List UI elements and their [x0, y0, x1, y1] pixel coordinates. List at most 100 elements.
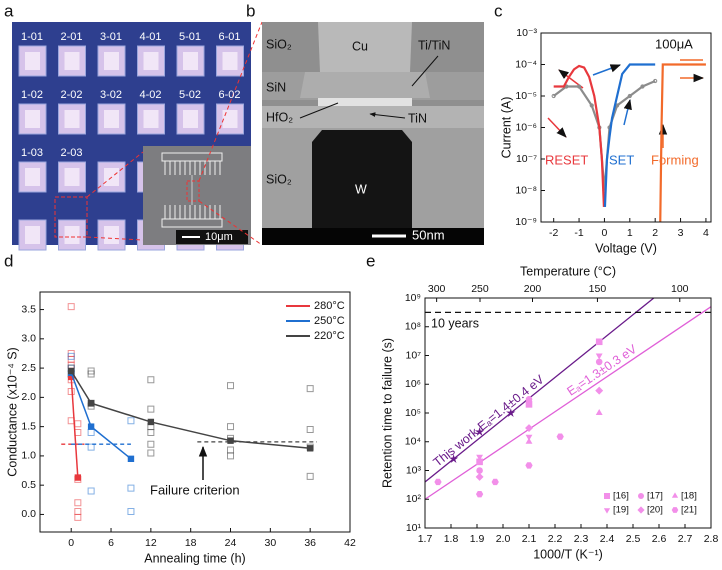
panel-label: b	[246, 1, 255, 20]
pad-center	[25, 52, 40, 70]
series-line	[553, 79, 656, 191]
x-tick-label: 2.2	[548, 533, 563, 545]
zoom-box	[186, 180, 200, 202]
inset	[143, 146, 251, 245]
data-point	[67, 367, 75, 375]
x-tick-label: 2	[652, 227, 658, 239]
data-point	[476, 454, 484, 461]
legend-label: 280°C	[314, 300, 345, 312]
tem-label: SiO₂	[266, 37, 292, 51]
data-point	[595, 386, 604, 395]
y-tick-label: 1.0	[21, 450, 36, 462]
data-point	[491, 478, 499, 486]
raw-point	[74, 513, 82, 521]
legend-label: [18]	[681, 491, 697, 502]
tem-label: Cu	[352, 39, 368, 53]
raw-point	[87, 443, 95, 451]
y-tick-label: 10⁴	[405, 436, 421, 448]
legend-marker	[604, 493, 610, 499]
y-tick-label: 10²	[406, 493, 422, 505]
scale-bar-label: 10μm	[205, 231, 233, 243]
legend-marker	[671, 492, 679, 498]
raw-point	[306, 472, 314, 480]
y-tick-label: 2.0	[21, 391, 36, 403]
y-tick-label: 3.0	[21, 333, 36, 345]
raw-point	[67, 303, 75, 311]
raw-point	[147, 376, 155, 384]
annotation: Failure criterion	[150, 482, 240, 497]
series-line	[553, 64, 606, 208]
fit-label: This work Eₐ=1.4±0.4 eV	[431, 372, 548, 470]
inset-combs	[161, 152, 223, 228]
y-axis-label: Retention time to failure (s)	[380, 338, 394, 488]
y-tick-label: 1.5	[21, 420, 36, 432]
y-tick-label: 10⁸	[405, 321, 421, 333]
pad-center	[222, 110, 238, 128]
scale-bar-label: 50nm	[412, 227, 445, 242]
tem-labels: SiO₂ Cu Ti/TiN SiN HfO₂ TiN SiO₂ W	[266, 37, 450, 196]
series-line	[659, 63, 706, 222]
data-point	[595, 358, 603, 366]
plot-frame	[424, 297, 712, 529]
x-tick-label: 2.5	[626, 533, 641, 545]
legend-label: [19]	[613, 505, 629, 516]
y-tick-label: 10⁻³	[516, 27, 537, 39]
x-tick-label: -1	[574, 227, 583, 239]
data-point	[476, 467, 483, 474]
data-point	[627, 93, 632, 99]
raw-point	[147, 405, 155, 413]
panel-label: a	[4, 1, 14, 20]
pad-center	[143, 52, 159, 70]
pad-center	[222, 52, 238, 70]
data-point	[589, 103, 594, 108]
data-point	[525, 437, 533, 444]
pad-center	[25, 168, 40, 186]
data-point	[525, 424, 533, 432]
chip-label: 3-01	[100, 31, 122, 43]
y-tick-label: 10⁻⁵	[515, 90, 537, 102]
x-tick-label: 0	[68, 537, 74, 549]
x-tick-label: 2.6	[652, 533, 667, 545]
data-point	[525, 395, 533, 403]
y-axis-label: Conductance (x10⁻⁴ S)	[5, 347, 19, 476]
pad	[58, 45, 86, 77]
tem-label: W	[355, 182, 367, 196]
raw-point	[74, 420, 82, 428]
plot-area	[61, 303, 317, 521]
chip-label: 1-01	[21, 31, 43, 43]
y-tick-label: 10⁻⁹	[515, 216, 537, 228]
plot-area	[425, 298, 711, 500]
reference-label: 10 years	[431, 317, 479, 331]
pad-center	[143, 110, 159, 128]
zoom-box	[54, 196, 88, 238]
raw-point	[67, 352, 75, 360]
data-point	[448, 454, 459, 464]
series-line	[70, 376, 79, 478]
x-tick-label: 4	[703, 227, 709, 239]
legend-marker	[603, 508, 611, 514]
raw-point	[87, 487, 95, 495]
chip-label: 1-03	[21, 147, 43, 159]
annotation: SET	[609, 152, 634, 167]
legend-label: [20]	[647, 505, 663, 516]
x2-tick-label: 250	[471, 283, 489, 295]
chip-label: 2-01	[60, 31, 82, 43]
x-axis-label: Annealing time (h)	[144, 551, 245, 565]
pad-center	[104, 226, 119, 244]
x-tick-label: 0	[602, 227, 608, 239]
data-point	[475, 491, 484, 498]
y-tick-label: 0.0	[21, 508, 36, 520]
data-point	[506, 408, 516, 417]
pad-center	[25, 226, 40, 244]
x-tick-label: 3	[678, 227, 684, 239]
annotation: RESET	[545, 152, 588, 167]
x-tick-label: 24	[225, 537, 237, 549]
chip-label: 1-02	[21, 89, 43, 101]
tem-label: Ti/TiN	[418, 38, 450, 52]
y-tick-label: 10³	[406, 464, 422, 476]
plot-frame	[39, 291, 351, 533]
pad-center	[64, 226, 80, 244]
data-point	[640, 84, 645, 89]
chip-label: 5-02	[179, 89, 201, 101]
x-tick-label: 30	[264, 537, 276, 549]
